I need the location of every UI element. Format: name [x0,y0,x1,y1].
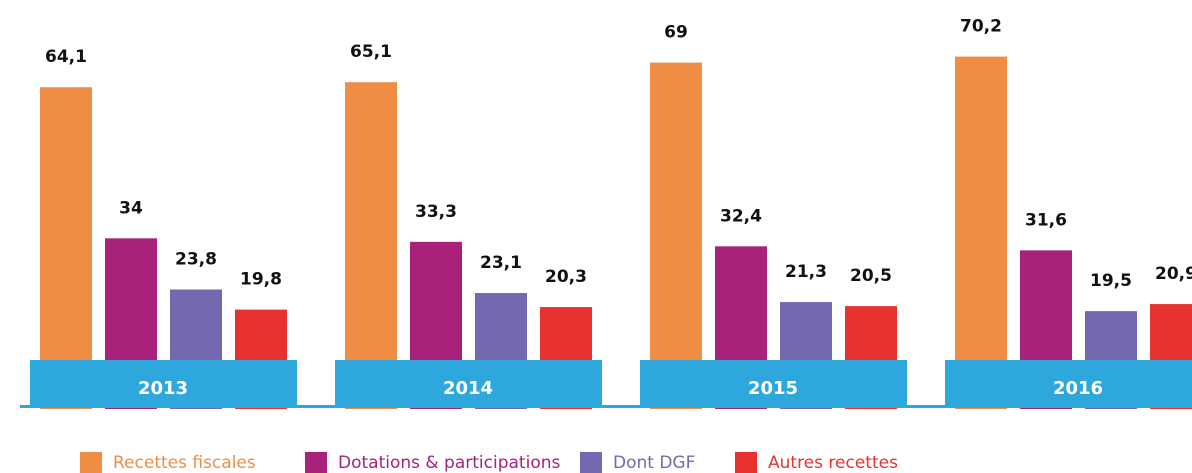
value-label: 34 [119,198,143,218]
legend-swatch [305,452,327,473]
legend-label: Recettes fiscales [113,453,256,473]
bar [955,56,1007,409]
bar [345,82,397,409]
value-label: 21,3 [785,262,827,282]
category-band [945,360,1192,406]
value-label: 19,5 [1090,271,1132,291]
category-band [30,360,297,406]
category-label: 2014 [443,378,493,399]
value-label: 20,3 [545,267,587,287]
legend-swatch [735,452,757,473]
value-label: 20,9 [1155,264,1192,284]
value-label: 64,1 [45,47,87,67]
baseline [20,405,1192,408]
legend-label: Dont DGF [613,453,695,473]
value-label: 33,3 [415,202,457,222]
bar [40,87,92,409]
value-label: 23,8 [175,250,217,270]
category-label: 2015 [748,378,798,399]
legend-swatch [80,452,102,473]
value-label: 19,8 [240,270,282,290]
value-label: 70,2 [960,17,1002,37]
value-label: 20,5 [850,266,892,286]
value-label: 69 [664,23,688,43]
value-label: 23,1 [480,253,522,273]
legend-swatch [580,452,602,473]
category-band [335,360,602,406]
bar [650,62,702,410]
legend-label: Dotations & participations [338,453,560,473]
category-band [640,360,907,406]
category-label: 2016 [1053,378,1103,399]
legend-label: Autres recettes [768,453,898,473]
value-label: 65,1 [350,42,392,62]
value-label: 32,4 [720,206,762,226]
category-label: 2013 [138,378,188,399]
value-label: 31,6 [1025,210,1067,230]
